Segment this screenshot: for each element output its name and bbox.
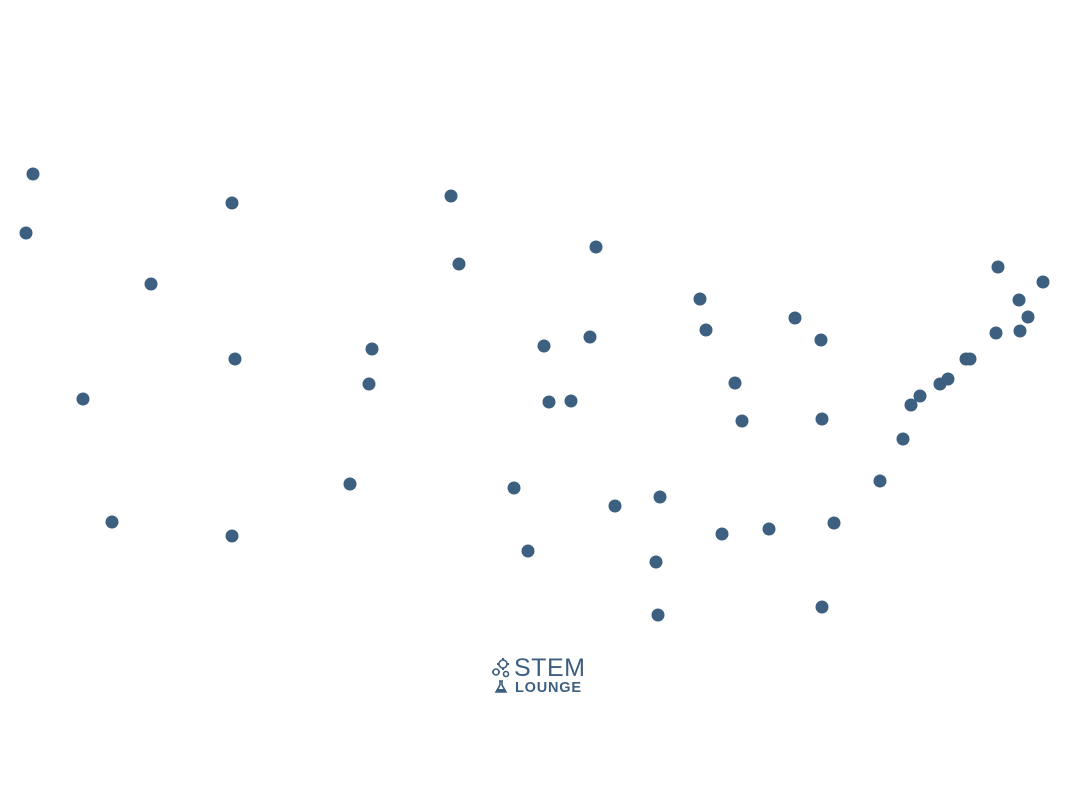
scatter-point — [507, 481, 521, 495]
scatter-point — [814, 333, 828, 347]
scatter-point — [1036, 275, 1050, 289]
scatter-point — [762, 522, 776, 536]
scatter-point — [564, 394, 578, 408]
scatter-point — [144, 277, 158, 291]
scatter-point — [105, 515, 119, 529]
scatter-point — [941, 372, 955, 386]
scatter-point — [649, 555, 663, 569]
logo-word-lounge: LOUNGE — [515, 680, 582, 696]
scatter-point — [989, 326, 1003, 340]
logo-word-stem: STEM — [514, 654, 586, 682]
scatter-point — [896, 432, 910, 446]
scatter-point — [1021, 310, 1035, 324]
scatter-point — [963, 352, 977, 366]
scatter-point — [1013, 324, 1027, 338]
scatter-point — [362, 377, 376, 391]
scatter-point — [76, 392, 90, 406]
scatter-point — [653, 490, 667, 504]
scatter-point — [913, 389, 927, 403]
scatter-point — [228, 352, 242, 366]
scatter-point — [873, 474, 887, 488]
scatter-point — [728, 376, 742, 390]
gears-icon — [492, 658, 510, 678]
scatter-point — [608, 499, 622, 513]
scatter-point — [452, 257, 466, 271]
data-points — [19, 167, 1050, 622]
scatter-point — [343, 477, 357, 491]
scatter-point — [904, 398, 918, 412]
scatter-point — [735, 414, 749, 428]
scatter-point — [521, 544, 535, 558]
scatter-point — [542, 395, 556, 409]
scatter-point — [815, 412, 829, 426]
scatter-point — [444, 189, 458, 203]
scatter-point — [225, 529, 239, 543]
scatter-point — [589, 240, 603, 254]
scatter-point — [26, 167, 40, 181]
flask-icon — [494, 680, 508, 693]
scatter-point — [537, 339, 551, 353]
scatter-point — [1012, 293, 1026, 307]
scatter-point — [693, 292, 707, 306]
scatter-point — [583, 330, 597, 344]
scatter-point — [651, 608, 665, 622]
scatter-point — [19, 226, 33, 240]
scatter-point — [365, 342, 379, 356]
scatter-point — [827, 516, 841, 530]
scatter-point — [699, 323, 713, 337]
scatter-point — [225, 196, 239, 210]
scatter-point — [788, 311, 802, 325]
stem-lounge-logo: STEM LOUNGE — [490, 655, 590, 697]
scatter-point — [815, 600, 829, 614]
scatter-point — [991, 260, 1005, 274]
scatter-point — [715, 527, 729, 541]
